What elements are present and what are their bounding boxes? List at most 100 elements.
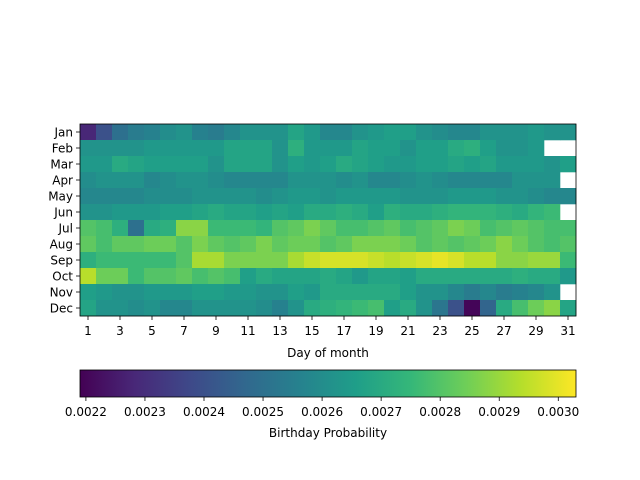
heatmap-cell — [224, 156, 241, 173]
heatmap-cell — [192, 188, 209, 205]
heatmap-cell — [464, 156, 481, 173]
heatmap-cell — [432, 236, 449, 253]
heatmap-cell — [304, 220, 321, 237]
heatmap-cell — [128, 268, 145, 285]
heatmap-cell — [304, 124, 321, 141]
heatmap-cell — [368, 236, 385, 253]
heatmap-cell — [336, 204, 353, 221]
heatmap-cell — [320, 124, 337, 141]
y-tick-label: Oct — [52, 269, 73, 283]
heatmap-cell — [144, 220, 161, 237]
heatmap-cell — [272, 284, 289, 301]
heatmap-cell — [432, 284, 449, 301]
heatmap-cell — [432, 252, 449, 269]
heatmap-cell — [176, 188, 193, 205]
heatmap-cell — [224, 204, 241, 221]
heatmap-cell — [400, 172, 417, 189]
heatmap-cell — [192, 268, 209, 285]
heatmap-cell — [96, 236, 113, 253]
heatmap-cell — [432, 124, 449, 141]
heatmap-cell — [416, 220, 433, 237]
heatmap-cell — [288, 140, 305, 157]
heatmap-cell — [128, 140, 145, 157]
heatmap-cell — [288, 300, 305, 317]
heatmap-cell — [128, 220, 145, 237]
heatmap-cell — [80, 140, 97, 157]
heatmap-cell — [352, 124, 369, 141]
x-tick-label: 29 — [528, 324, 543, 338]
heatmap-cell — [144, 268, 161, 285]
heatmap-cell — [544, 236, 561, 253]
heatmap-cell — [560, 268, 577, 285]
heatmap-cell — [128, 284, 145, 301]
heatmap-cell — [160, 220, 177, 237]
heatmap-cell — [496, 204, 513, 221]
heatmap-cell — [384, 220, 401, 237]
heatmap-cell — [208, 140, 225, 157]
heatmap-cell — [480, 284, 497, 301]
heatmap-cell — [208, 188, 225, 205]
x-tick-label: 3 — [116, 324, 124, 338]
heatmap-cell — [448, 252, 465, 269]
colorbar-tick-label: 0.0023 — [124, 405, 166, 419]
heatmap-cell — [464, 172, 481, 189]
heatmap-cell — [496, 140, 513, 157]
heatmap-cell — [384, 140, 401, 157]
heatmap-cell — [304, 172, 321, 189]
heatmap-cell — [176, 284, 193, 301]
heatmap-cell — [560, 188, 577, 205]
heatmap-cell — [144, 188, 161, 205]
heatmap-cell — [400, 236, 417, 253]
heatmap-cell — [320, 140, 337, 157]
heatmap-cell — [384, 268, 401, 285]
y-axis: Jan Feb Mar Apr May Jun Jul Aug Sep Oct Nov Dec — [48, 125, 80, 315]
heatmap-cell — [160, 284, 177, 301]
heatmap-cell — [544, 156, 561, 173]
heatmap-cell — [512, 204, 529, 221]
heatmap-cell — [320, 220, 337, 237]
y-tick-label: Feb — [52, 141, 73, 155]
heatmap-cell — [352, 236, 369, 253]
heatmap-cell — [432, 268, 449, 285]
heatmap-cell — [512, 140, 529, 157]
heatmap-cell — [560, 252, 577, 269]
x-tick-label: 25 — [464, 324, 479, 338]
heatmap-cell — [240, 124, 257, 141]
heatmap-cell — [512, 188, 529, 205]
heatmap-cell — [416, 140, 433, 157]
heatmap-cell — [272, 268, 289, 285]
heatmap-cell — [336, 172, 353, 189]
y-tick-label: Sep — [50, 253, 73, 267]
heatmap-cell — [352, 188, 369, 205]
heatmap-cell — [208, 172, 225, 189]
heatmap-cell — [176, 140, 193, 157]
heatmap-cell — [384, 188, 401, 205]
heatmap-cell — [368, 252, 385, 269]
heatmap-cell — [368, 284, 385, 301]
heatmap-cell — [80, 284, 97, 301]
heatmap-cell — [368, 156, 385, 173]
heatmap-cell — [432, 204, 449, 221]
x-axis-title: Day of month — [287, 346, 369, 360]
heatmap-cell — [400, 204, 417, 221]
heatmap-cell — [288, 252, 305, 269]
heatmap-cell — [560, 236, 577, 253]
heatmap-cell — [112, 124, 129, 141]
heatmap-cell — [528, 124, 545, 141]
heatmap-cell — [400, 268, 417, 285]
heatmap-cell — [544, 268, 561, 285]
heatmap-cell — [304, 204, 321, 221]
heatmap-cell — [416, 204, 433, 221]
heatmap-cell — [112, 268, 129, 285]
heatmap-cell — [416, 252, 433, 269]
heatmap-cell — [224, 172, 241, 189]
y-tick-label: Jun — [53, 205, 73, 219]
heatmap-cell — [176, 204, 193, 221]
heatmap-cell — [128, 124, 145, 141]
heatmap-cell — [384, 156, 401, 173]
heatmap-cell — [416, 236, 433, 253]
heatmap-cell — [224, 236, 241, 253]
heatmap-cell — [448, 220, 465, 237]
heatmap-cell — [208, 300, 225, 317]
heatmap-cell — [528, 172, 545, 189]
